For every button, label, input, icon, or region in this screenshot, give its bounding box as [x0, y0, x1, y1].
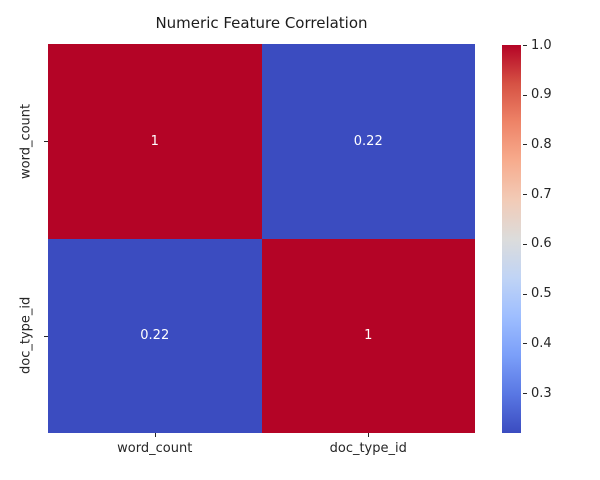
y-axis-label-word-count: word_count — [18, 103, 34, 179]
colorbar-tick-0.5 — [523, 293, 527, 295]
y-axis-label-doc-type-id: doc_type_id — [18, 296, 34, 374]
colorbar-tick-1.0 — [523, 45, 527, 46]
colorbar-tick-label-0.8: 0.8 — [531, 136, 552, 152]
colorbar-tick-0.3 — [523, 393, 527, 395]
x-axis-label-word_count: word_count — [117, 441, 193, 456]
colorbar-tick-0.8 — [523, 144, 527, 146]
x-axis-tick-doc-type-id — [368, 433, 369, 437]
colorbar-tick-label-0.4: 0.4 — [531, 335, 552, 351]
heatmap-cell-word_count-doc_type_id: 0.22 — [261, 44, 475, 239]
heatmap-cell-word_count-word_count: 1 — [48, 44, 262, 239]
x-axis-label-doc_type_id: doc_type_id — [329, 441, 407, 456]
colorbar — [502, 45, 521, 433]
colorbar-tick-label-0.3: 0.3 — [531, 385, 552, 401]
x-axis-tick-word-count — [155, 433, 156, 437]
colorbar-tick-label-0.7: 0.7 — [531, 186, 552, 202]
heatmap-grid: 1 0.22 0.22 1 — [48, 44, 475, 433]
colorbar-tick-0.7 — [523, 194, 527, 196]
y-axis-tick-doc-type-id — [44, 336, 48, 337]
heatmap-cell-doc_type_id-word_count: 0.22 — [48, 238, 262, 433]
cell-value: 1 — [150, 133, 159, 149]
colorbar-tick-label-1.0: 1.0 — [531, 37, 552, 53]
cell-value: 0.22 — [353, 133, 383, 149]
chart-title: Numeric Feature Correlation — [155, 14, 368, 32]
colorbar-tick-label-0.9: 0.9 — [531, 87, 552, 103]
cell-value: 0.22 — [140, 328, 170, 344]
heatmap-cell-doc_type_id-doc_type_id: 1 — [261, 238, 475, 433]
y-axis-tick-word-count — [44, 141, 48, 142]
colorbar-tick-label-0.6: 0.6 — [531, 236, 552, 252]
cell-value: 1 — [364, 328, 373, 344]
x-axis-labels: word_count doc_type_id — [48, 441, 475, 456]
colorbar-tick-label-0.5: 0.5 — [531, 286, 552, 302]
colorbar-tick-0.6 — [523, 243, 527, 245]
colorbar-tick-0.4 — [523, 343, 527, 345]
colorbar-tick-0.9 — [523, 94, 527, 96]
